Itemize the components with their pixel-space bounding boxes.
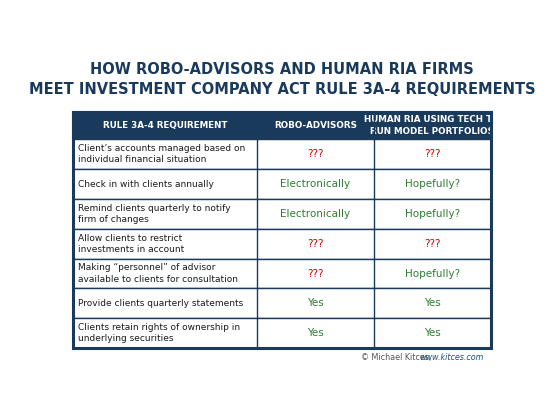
Text: Hopefully?: Hopefully? bbox=[405, 209, 460, 219]
Bar bbox=[73, 112, 491, 348]
Text: Hopefully?: Hopefully? bbox=[405, 179, 460, 189]
Text: ROBO-ADVISORS: ROBO-ADVISORS bbox=[274, 121, 357, 130]
Text: HOW ROBO-ADVISORS AND HUMAN RIA FIRMS: HOW ROBO-ADVISORS AND HUMAN RIA FIRMS bbox=[90, 62, 474, 77]
Text: Making “personnel” of advisor
available to clients for consultation: Making “personnel” of advisor available … bbox=[78, 264, 238, 284]
Text: Remind clients quarterly to notify
firm of changes: Remind clients quarterly to notify firm … bbox=[78, 204, 231, 224]
Bar bbox=[73, 199, 491, 229]
Text: ???: ??? bbox=[307, 268, 323, 279]
Text: Yes: Yes bbox=[424, 298, 441, 308]
Text: Electronically: Electronically bbox=[280, 209, 350, 219]
Text: Clients retain rights of ownership in
underlying securities: Clients retain rights of ownership in un… bbox=[78, 323, 240, 343]
Text: Client’s accounts managed based on
individual financial situation: Client’s accounts managed based on indiv… bbox=[78, 144, 245, 164]
Text: ???: ??? bbox=[307, 239, 323, 249]
Bar bbox=[73, 140, 491, 169]
Text: MEET INVESTMENT COMPANY ACT RULE 3A-4 REQUIREMENTS: MEET INVESTMENT COMPANY ACT RULE 3A-4 RE… bbox=[29, 82, 535, 97]
Text: ???: ??? bbox=[424, 149, 441, 160]
Text: ???: ??? bbox=[307, 149, 323, 160]
Text: Yes: Yes bbox=[424, 328, 441, 338]
Bar bbox=[73, 318, 491, 348]
Bar bbox=[73, 288, 491, 318]
Text: Provide clients quarterly statements: Provide clients quarterly statements bbox=[78, 299, 244, 308]
Text: HUMAN RIA USING TECH TO
RUN MODEL PORTFOLIOS: HUMAN RIA USING TECH TO RUN MODEL PORTFO… bbox=[365, 115, 500, 136]
Text: www.kitces.com: www.kitces.com bbox=[420, 353, 484, 362]
Text: Yes: Yes bbox=[307, 328, 323, 338]
Bar bbox=[73, 259, 491, 288]
Text: Electronically: Electronically bbox=[280, 179, 350, 189]
Bar bbox=[73, 169, 491, 199]
Text: © Michael Kitces,: © Michael Kitces, bbox=[361, 353, 433, 362]
Bar bbox=[73, 112, 491, 140]
Text: Allow clients to restrict
investments in account: Allow clients to restrict investments in… bbox=[78, 234, 184, 254]
Text: Yes: Yes bbox=[307, 298, 323, 308]
Text: Check in with clients annually: Check in with clients annually bbox=[78, 180, 214, 188]
Text: ???: ??? bbox=[424, 239, 441, 249]
Text: Hopefully?: Hopefully? bbox=[405, 268, 460, 279]
Text: RULE 3A-4 REQUIREMENT: RULE 3A-4 REQUIREMENT bbox=[103, 121, 227, 130]
Bar bbox=[73, 229, 491, 259]
